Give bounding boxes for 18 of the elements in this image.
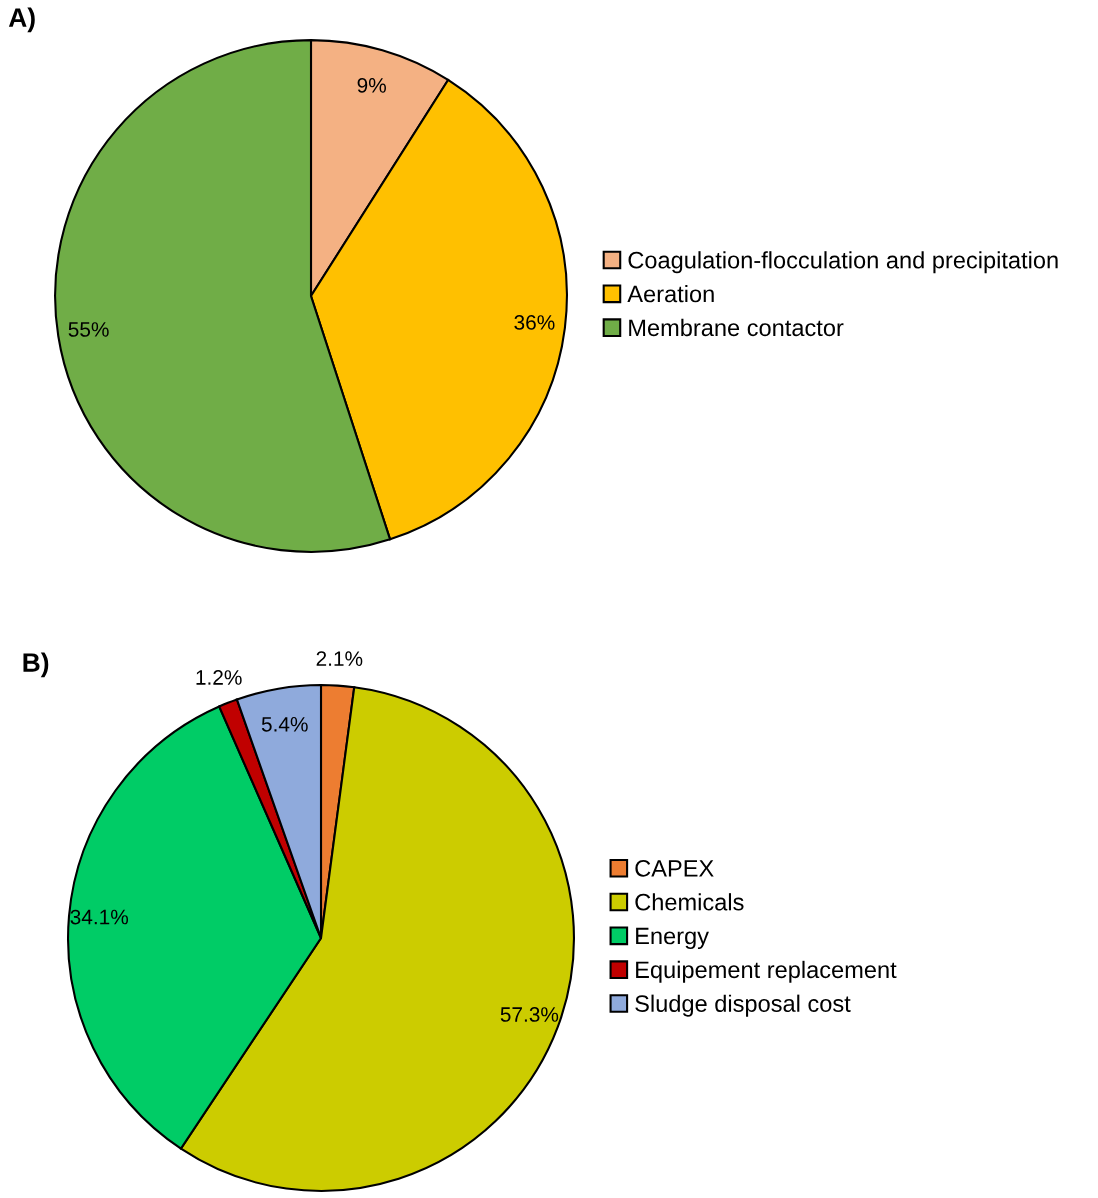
data-label: 55% [68,322,109,337]
data-label: 36% [514,315,555,330]
data-label: 34.1% [70,909,129,925]
legend-label: Sludge disposal cost [635,994,851,1017]
legend-label: Energy [636,927,709,950]
legend-label: Coagulation-flocculation and precipitation [628,251,1058,274]
legend-label: Equipement replacement [636,960,897,983]
data-label: 2.1% [316,651,363,666]
legend-label: Membrane contactor [629,318,844,337]
data-label: 1.2% [196,670,242,685]
chart-title: A) [8,7,35,33]
legend-label: Aeration [627,285,714,303]
chart-title: B) [23,652,49,678]
legend-label: Chemicals [635,893,744,911]
data-label: 9% [357,77,386,93]
data-label: 57.3% [500,1007,559,1022]
data-label: 5.4% [261,717,308,732]
legend-label: CAPEX [635,859,714,877]
